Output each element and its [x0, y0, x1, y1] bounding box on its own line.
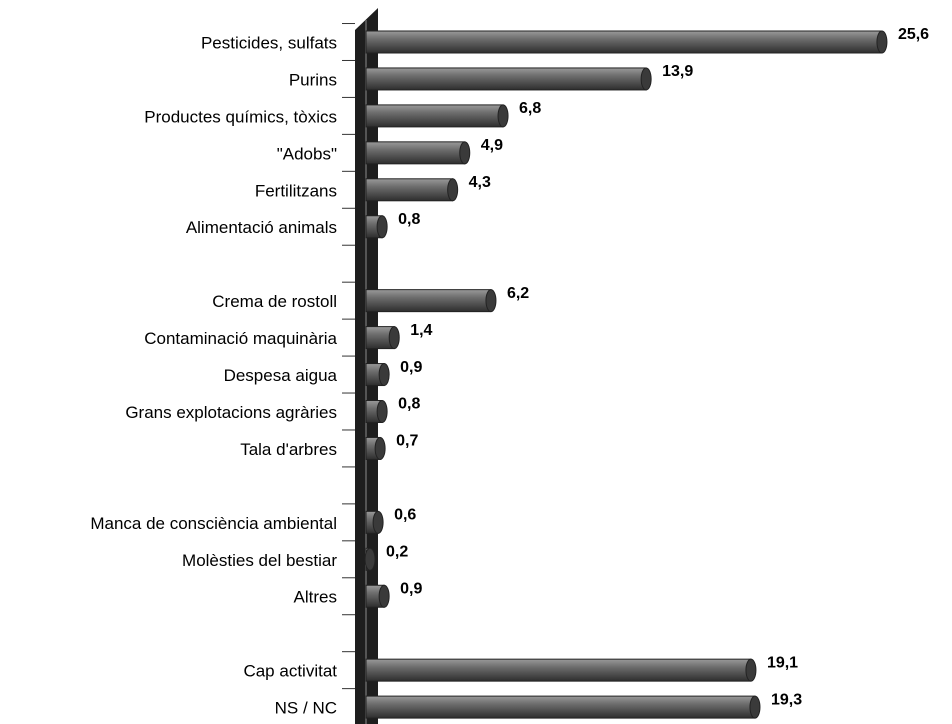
bar	[365, 695, 756, 719]
value-label: 0,8	[398, 396, 420, 413]
bar-cap	[364, 547, 376, 571]
value-label: 19,3	[771, 691, 802, 708]
bar-cap	[640, 67, 652, 91]
bar-cap	[378, 584, 390, 608]
y-tick-label: Altres	[294, 588, 337, 607]
bar-cap	[372, 510, 384, 534]
bar	[365, 289, 492, 313]
bar	[365, 178, 454, 202]
y-tick-label: Crema de rostoll	[212, 292, 337, 311]
bar-cap	[376, 215, 388, 239]
y-tick-label: Grans explotacions agràries	[125, 403, 337, 422]
bar-cap	[447, 178, 459, 202]
y-tick-label: "Adobs"	[277, 144, 337, 163]
bar-cap	[374, 436, 386, 460]
y-tick-label: Manca de consciència ambiental	[90, 514, 337, 533]
value-label: 0,9	[400, 580, 422, 597]
bar-cap	[378, 363, 390, 387]
bar-cap	[459, 141, 471, 165]
value-label: 1,4	[410, 322, 432, 339]
y-tick-label: Productes químics, tòxics	[144, 107, 337, 126]
bar-cap	[749, 695, 761, 719]
bar	[365, 141, 466, 165]
value-label: 4,3	[469, 174, 491, 191]
bar-cap	[497, 104, 509, 128]
y-tick-label: Fertilitzans	[255, 181, 337, 200]
value-label: 0,8	[398, 211, 420, 228]
value-label: 0,9	[400, 359, 422, 376]
y-tick-label: Purins	[289, 70, 337, 89]
bar-cap	[745, 658, 757, 682]
y-tick-label: Despesa aigua	[224, 366, 338, 385]
bar	[365, 67, 647, 91]
bar-cap	[485, 289, 497, 313]
y-tick-label: Cap activitat	[243, 662, 337, 681]
y-tick-label: Contaminació maquinària	[144, 329, 337, 348]
value-label: 0,6	[394, 507, 416, 524]
y-tick-label: Alimentació animals	[186, 218, 337, 237]
y-tick-label: Molèsties del bestiar	[182, 551, 337, 570]
bar	[365, 658, 752, 682]
value-label: 13,9	[662, 63, 693, 80]
value-label: 19,1	[767, 654, 798, 671]
value-label: 4,9	[481, 137, 503, 154]
y-tick-label: Tala d'arbres	[240, 440, 337, 459]
y-tick-label: Pesticides, sulfats	[201, 33, 337, 52]
y-tick-label: NS / NC	[275, 699, 337, 718]
bar-cap	[388, 326, 400, 350]
bar	[365, 30, 883, 54]
bar	[365, 104, 504, 128]
value-label: 0,7	[396, 433, 418, 450]
bar-cap	[876, 30, 888, 54]
value-label: 25,6	[898, 26, 929, 43]
value-label: 6,8	[519, 100, 541, 117]
value-label: 0,2	[386, 544, 408, 561]
value-label: 6,2	[507, 285, 529, 302]
bar-cap	[376, 400, 388, 423]
